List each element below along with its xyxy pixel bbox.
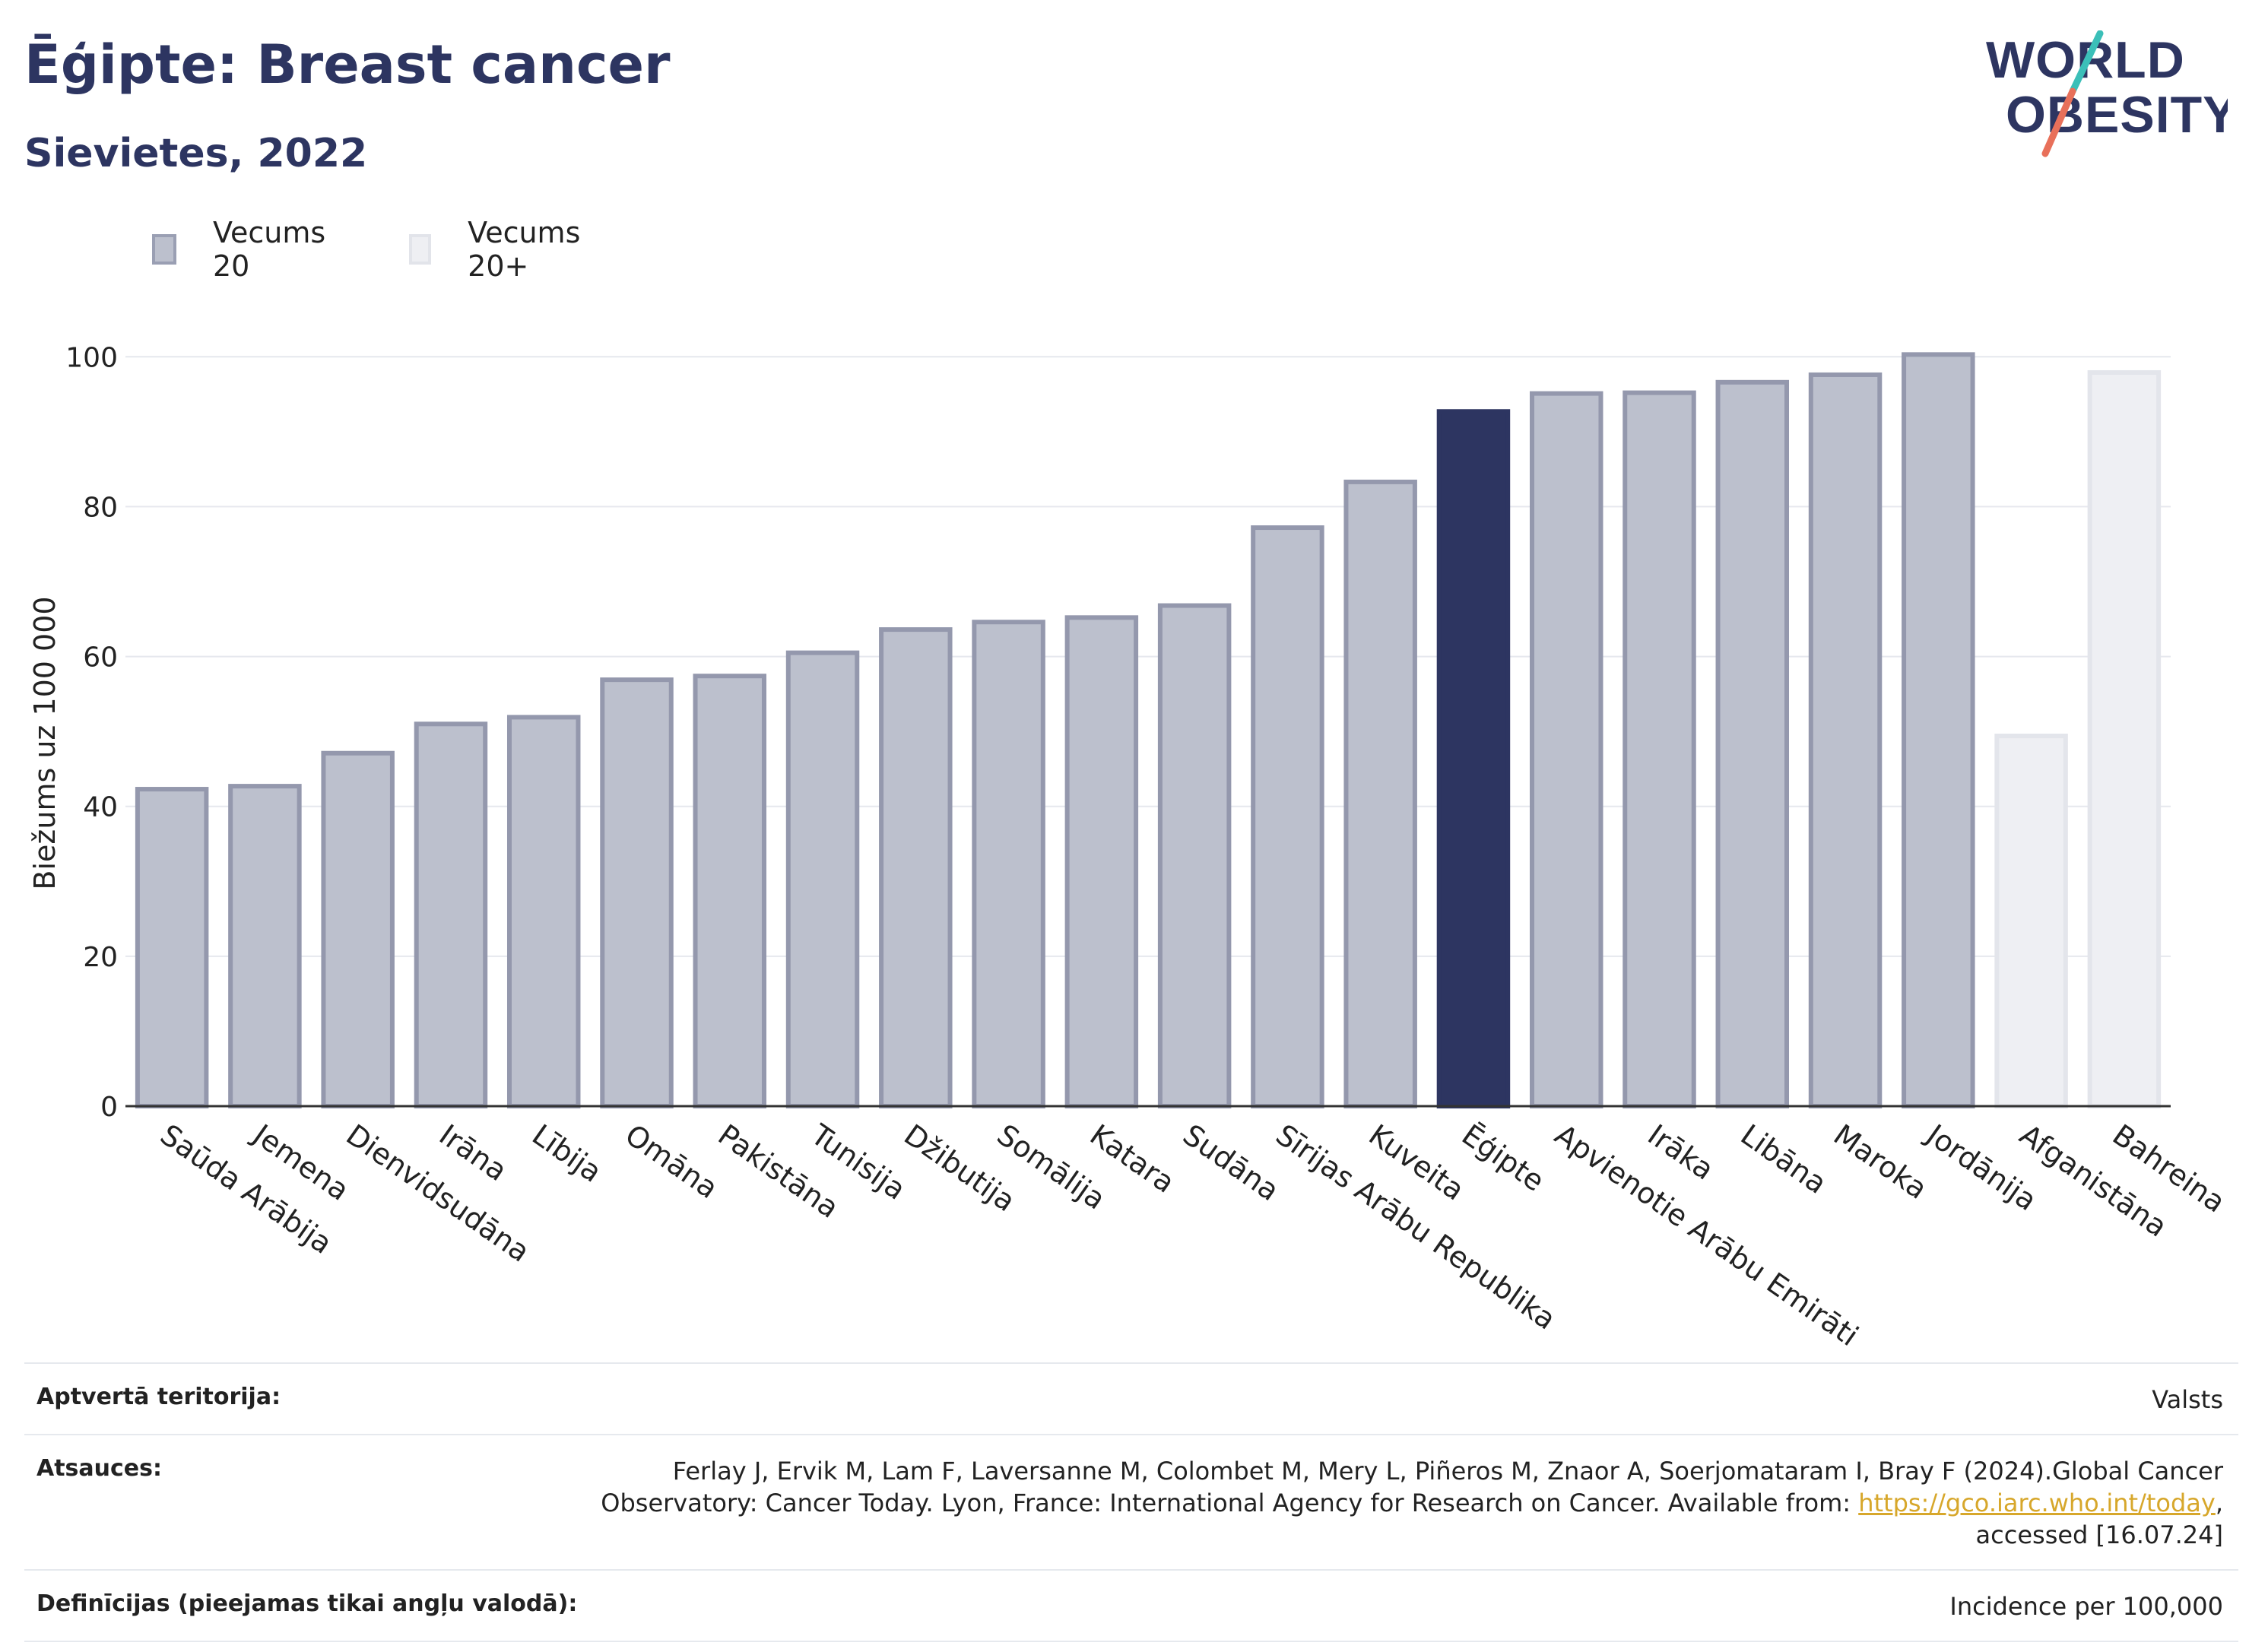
- chart-footer: Aptvertā teritorija: Valsts Atsauces: Fe…: [24, 1362, 2238, 1642]
- x-tick-label: Omāna: [619, 1118, 724, 1205]
- y-tick-label: 20: [83, 942, 118, 973]
- legend-item-age-20[interactable]: Vecums 20: [152, 216, 331, 283]
- bar: [1902, 352, 1975, 1109]
- footer-label-coverage: Aptvertā teritorija:: [36, 1384, 281, 1410]
- bar: [228, 784, 302, 1108]
- footer-row-definitions: Definīcijas (pieejamas tikai angļu valod…: [24, 1569, 2238, 1642]
- reference-line-1: Ferlay J, Ervik M, Lam F, Laversanne M, …: [672, 1457, 2223, 1486]
- footer-value-references: Ferlay J, Ervik M, Lam F, Laversanne M, …: [601, 1455, 2223, 1551]
- bar: [879, 627, 953, 1109]
- logo-obesity-text: OBESITY: [2006, 86, 2228, 144]
- x-tick-label: Libāna: [1735, 1118, 1833, 1200]
- bar: [972, 620, 1045, 1108]
- legend-swatch-age-20-plus: [409, 234, 432, 265]
- y-tick-label: 60: [83, 642, 118, 674]
- footer-label-references: Atsauces:: [36, 1455, 162, 1482]
- footer-value-definitions: Incidence per 100,000: [1949, 1592, 2223, 1621]
- bar: [1157, 603, 1232, 1108]
- y-tick-label: 0: [100, 1092, 118, 1123]
- bar: [693, 674, 767, 1108]
- bar: [135, 787, 209, 1108]
- footer-row-coverage: Aptvertā teritorija: Valsts: [24, 1362, 2238, 1434]
- bar: [414, 721, 488, 1108]
- chart-title: Ēģipte: Breast cancer: [24, 33, 671, 96]
- x-tick-label: Ēģipte: [1456, 1118, 1550, 1197]
- x-tick-label: Maroka: [1828, 1118, 1933, 1206]
- bar: [321, 750, 395, 1108]
- legend-label-age-20-plus: Vecums 20+: [468, 216, 581, 283]
- footer-value-coverage: Valsts: [2152, 1385, 2223, 1414]
- bar: [2087, 369, 2162, 1108]
- x-tick-label: Irāka: [1642, 1118, 1720, 1186]
- chart-subtitle: Sievietes, 2022: [24, 131, 368, 176]
- legend-item-age-20-plus[interactable]: Vecums 20+: [409, 216, 588, 283]
- bar: [1623, 390, 1696, 1109]
- bar: [1994, 734, 2068, 1108]
- bar: [1808, 372, 1883, 1108]
- bar: [1343, 479, 1417, 1108]
- footer-row-references: Atsauces: Ferlay J, Ervik M, Lam F, Lave…: [24, 1434, 2238, 1569]
- y-tick-label: 80: [83, 492, 118, 523]
- y-axis-title: Biežums uz 100 000: [28, 596, 62, 889]
- logo-slash-coral: [2041, 87, 2076, 157]
- logo-slash-teal: [2069, 30, 2104, 95]
- bar: [1715, 379, 1790, 1109]
- bar: [1436, 409, 1511, 1108]
- bar: [506, 715, 581, 1109]
- reference-line-2-end: ,: [2215, 1489, 2223, 1517]
- y-tick-label: 40: [83, 792, 118, 823]
- reference-line-2-text: Observatory: Cancer Today. Lyon, France:…: [601, 1489, 1859, 1517]
- x-tick-label: Sudāna: [1177, 1118, 1285, 1207]
- y-tick-label: 100: [65, 342, 118, 373]
- bar: [1529, 391, 1603, 1109]
- legend-label-age-20: Vecums 20: [212, 216, 326, 283]
- reference-line-3: accessed [16.07.24]: [1975, 1520, 2223, 1549]
- bar: [1251, 525, 1324, 1108]
- bar: [600, 677, 674, 1108]
- world-obesity-logo: WORLD OBESITY: [1986, 30, 2228, 157]
- footer-label-definitions: Definīcijas (pieejamas tikai angļu valod…: [36, 1590, 578, 1617]
- reference-line-2: Observatory: Cancer Today. Lyon, France:…: [601, 1487, 2223, 1519]
- bar: [785, 650, 860, 1108]
- legend-swatch-age-20: [152, 234, 176, 265]
- reference-link[interactable]: https://gco.iarc.who.int/today: [1858, 1489, 2216, 1517]
- x-tick-label: Lībija: [526, 1118, 607, 1189]
- bar: [1064, 615, 1139, 1109]
